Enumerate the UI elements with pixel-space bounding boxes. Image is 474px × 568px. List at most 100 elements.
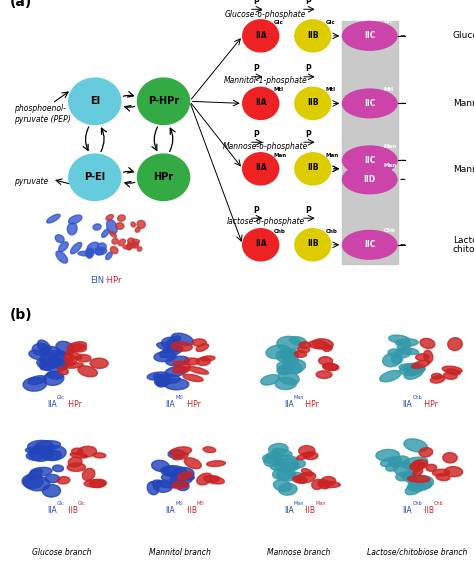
Ellipse shape: [446, 369, 460, 375]
Text: Mtl: Mtl: [175, 501, 183, 506]
Ellipse shape: [154, 352, 176, 362]
Text: EI: EI: [90, 97, 100, 106]
Ellipse shape: [264, 456, 279, 466]
Ellipse shape: [269, 444, 288, 454]
Ellipse shape: [285, 352, 299, 358]
Ellipse shape: [183, 374, 203, 382]
Ellipse shape: [67, 356, 77, 366]
Ellipse shape: [58, 367, 68, 375]
Ellipse shape: [277, 365, 293, 375]
Text: ·HPr: ·HPr: [303, 400, 319, 410]
Ellipse shape: [448, 338, 462, 350]
Text: Chb: Chb: [412, 501, 422, 506]
Ellipse shape: [46, 214, 60, 223]
Ellipse shape: [26, 446, 53, 454]
Text: Glc: Glc: [78, 501, 86, 506]
Ellipse shape: [85, 248, 93, 257]
Ellipse shape: [56, 251, 68, 263]
Circle shape: [243, 229, 279, 261]
Ellipse shape: [107, 220, 117, 234]
Text: ·HPr: ·HPr: [185, 400, 201, 410]
Text: Glc: Glc: [326, 20, 335, 24]
Ellipse shape: [405, 483, 424, 495]
Ellipse shape: [395, 339, 418, 346]
Text: IIA: IIA: [284, 400, 294, 410]
Ellipse shape: [40, 350, 66, 363]
Ellipse shape: [376, 449, 400, 461]
Ellipse shape: [30, 467, 52, 476]
Text: Mannose branch: Mannose branch: [267, 548, 330, 557]
Circle shape: [69, 154, 121, 201]
Ellipse shape: [173, 367, 190, 373]
Ellipse shape: [278, 371, 299, 385]
Ellipse shape: [110, 247, 118, 254]
Ellipse shape: [399, 364, 419, 371]
Ellipse shape: [127, 242, 131, 250]
Text: P-HPr: P-HPr: [148, 97, 179, 106]
Ellipse shape: [162, 473, 175, 481]
Ellipse shape: [196, 344, 209, 352]
Ellipse shape: [59, 242, 68, 252]
Ellipse shape: [69, 215, 82, 224]
Text: P: P: [305, 206, 311, 215]
Text: Man: Man: [384, 162, 397, 168]
Ellipse shape: [109, 232, 117, 237]
Text: Mannitol: Mannitol: [453, 99, 474, 108]
Ellipse shape: [203, 447, 216, 453]
Text: IIA: IIA: [284, 506, 294, 515]
Ellipse shape: [131, 222, 136, 227]
Ellipse shape: [430, 375, 445, 383]
Ellipse shape: [64, 363, 83, 368]
Ellipse shape: [276, 349, 295, 362]
Ellipse shape: [93, 224, 101, 230]
Ellipse shape: [137, 247, 142, 251]
Ellipse shape: [323, 363, 338, 370]
Ellipse shape: [132, 242, 138, 248]
Ellipse shape: [292, 473, 306, 482]
Text: IIA: IIA: [255, 164, 266, 173]
Ellipse shape: [404, 365, 421, 375]
Text: Chb: Chb: [434, 501, 443, 506]
Ellipse shape: [399, 348, 419, 354]
Text: Man: Man: [384, 144, 397, 149]
Ellipse shape: [172, 333, 193, 345]
Ellipse shape: [56, 341, 74, 355]
Ellipse shape: [164, 379, 189, 390]
Text: P: P: [253, 130, 259, 139]
Ellipse shape: [71, 344, 86, 352]
Ellipse shape: [342, 89, 397, 118]
Ellipse shape: [400, 365, 422, 375]
Ellipse shape: [164, 467, 181, 476]
Bar: [342, 21, 398, 264]
Ellipse shape: [42, 485, 61, 497]
Ellipse shape: [380, 370, 401, 382]
Ellipse shape: [178, 471, 192, 480]
Ellipse shape: [170, 447, 191, 456]
Text: Mannitol branch: Mannitol branch: [149, 548, 211, 557]
Text: IIC: IIC: [364, 240, 375, 249]
Ellipse shape: [261, 374, 279, 385]
Ellipse shape: [86, 249, 93, 258]
Ellipse shape: [282, 355, 299, 364]
Ellipse shape: [383, 353, 401, 367]
Ellipse shape: [27, 469, 43, 479]
Text: IIC: IIC: [364, 99, 375, 108]
Ellipse shape: [404, 473, 417, 480]
Text: Glc: Glc: [57, 395, 64, 400]
Text: IIB: IIB: [307, 31, 319, 40]
Ellipse shape: [40, 360, 62, 370]
Ellipse shape: [35, 441, 61, 450]
Ellipse shape: [274, 455, 298, 466]
Ellipse shape: [118, 239, 126, 246]
Text: Glucose: Glucose: [453, 31, 474, 40]
Ellipse shape: [173, 453, 188, 460]
Text: lactose-6-phosphate: lactose-6-phosphate: [226, 217, 305, 226]
Ellipse shape: [106, 252, 112, 260]
Ellipse shape: [172, 479, 187, 486]
Ellipse shape: [28, 375, 46, 385]
Ellipse shape: [201, 356, 215, 361]
Text: ·HPr: ·HPr: [422, 400, 438, 410]
Text: IIA: IIA: [165, 506, 175, 515]
Ellipse shape: [323, 364, 339, 370]
Ellipse shape: [147, 482, 159, 495]
